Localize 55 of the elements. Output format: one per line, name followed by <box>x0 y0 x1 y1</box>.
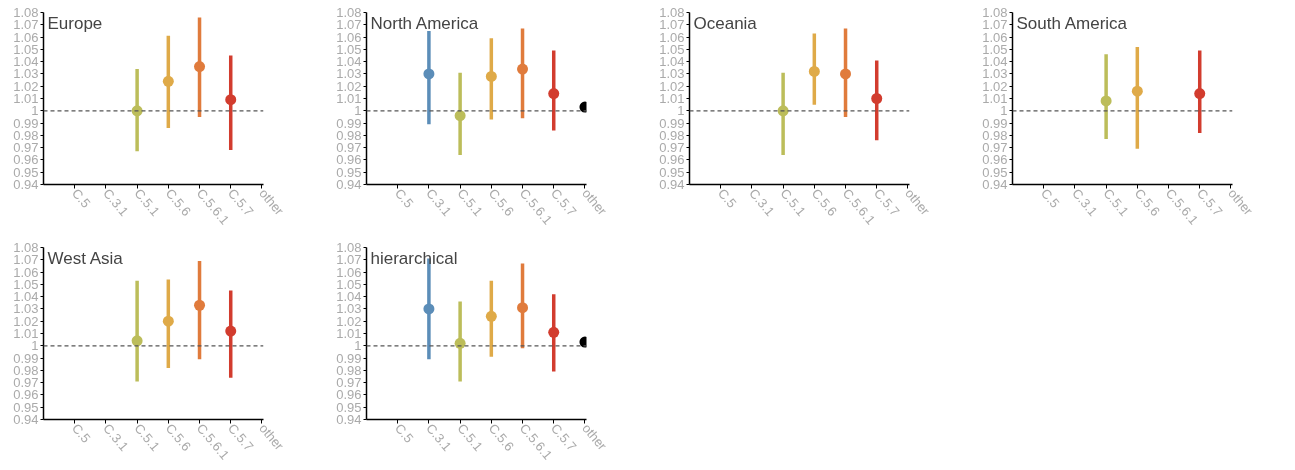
y-tick-label: 1.01 <box>13 326 39 341</box>
x-tick-label: C.5 <box>714 185 740 211</box>
y-tick-label: 1.08 <box>336 5 362 20</box>
point <box>548 88 560 100</box>
chart-title: South America <box>1016 13 1128 33</box>
y-tick-label: 1.08 <box>659 5 685 20</box>
y-tick-label: 1.01 <box>336 326 362 341</box>
point <box>517 302 529 314</box>
point <box>1100 95 1112 107</box>
point <box>162 315 174 327</box>
point <box>485 70 497 82</box>
point <box>162 75 174 87</box>
chart-title: Oceania <box>693 13 758 33</box>
point <box>423 68 435 80</box>
y-tick-label: 1.01 <box>13 91 39 106</box>
point <box>808 65 820 77</box>
y-tick-label: 0.94 <box>336 412 362 427</box>
y-tick-label: 1.08 <box>336 240 362 255</box>
x-tick-label: C.5 <box>391 420 417 446</box>
y-tick-label: 1.08 <box>982 5 1008 20</box>
point <box>225 94 237 106</box>
point <box>131 335 143 347</box>
point <box>225 325 237 337</box>
point <box>485 310 497 322</box>
point <box>840 68 852 80</box>
y-tick-label: 0.94 <box>336 177 362 192</box>
y-tick-label: 1.01 <box>336 91 362 106</box>
point <box>423 303 435 315</box>
x-tick-label: C.5 <box>68 185 94 211</box>
y-tick-label: 1.08 <box>13 240 39 255</box>
point <box>454 337 466 349</box>
y-tick-label: 1.08 <box>13 5 39 20</box>
point <box>131 105 143 117</box>
point <box>1194 88 1206 100</box>
x-tick-label: C.5 <box>68 420 94 446</box>
chart-title: Europe <box>47 13 103 33</box>
point <box>517 63 529 75</box>
y-tick-label: 0.94 <box>13 177 39 192</box>
point <box>194 299 206 311</box>
point <box>777 105 789 117</box>
x-tick-label: C.5 <box>391 185 417 211</box>
point <box>454 110 466 122</box>
point <box>194 61 206 73</box>
y-tick-label: 0.94 <box>659 177 685 192</box>
chart-title: West Asia <box>47 248 124 268</box>
chart-title: North America <box>370 13 479 33</box>
chart-title: hierarchical <box>370 248 458 268</box>
y-tick-label: 0.94 <box>982 177 1008 192</box>
point <box>871 93 883 104</box>
y-tick-label: 1.01 <box>659 91 685 106</box>
point <box>548 326 560 338</box>
x-tick-label: C.5 <box>1037 185 1063 211</box>
point <box>1131 85 1143 97</box>
y-tick-label: 1.01 <box>982 91 1008 106</box>
y-tick-label: 0.94 <box>13 412 39 427</box>
